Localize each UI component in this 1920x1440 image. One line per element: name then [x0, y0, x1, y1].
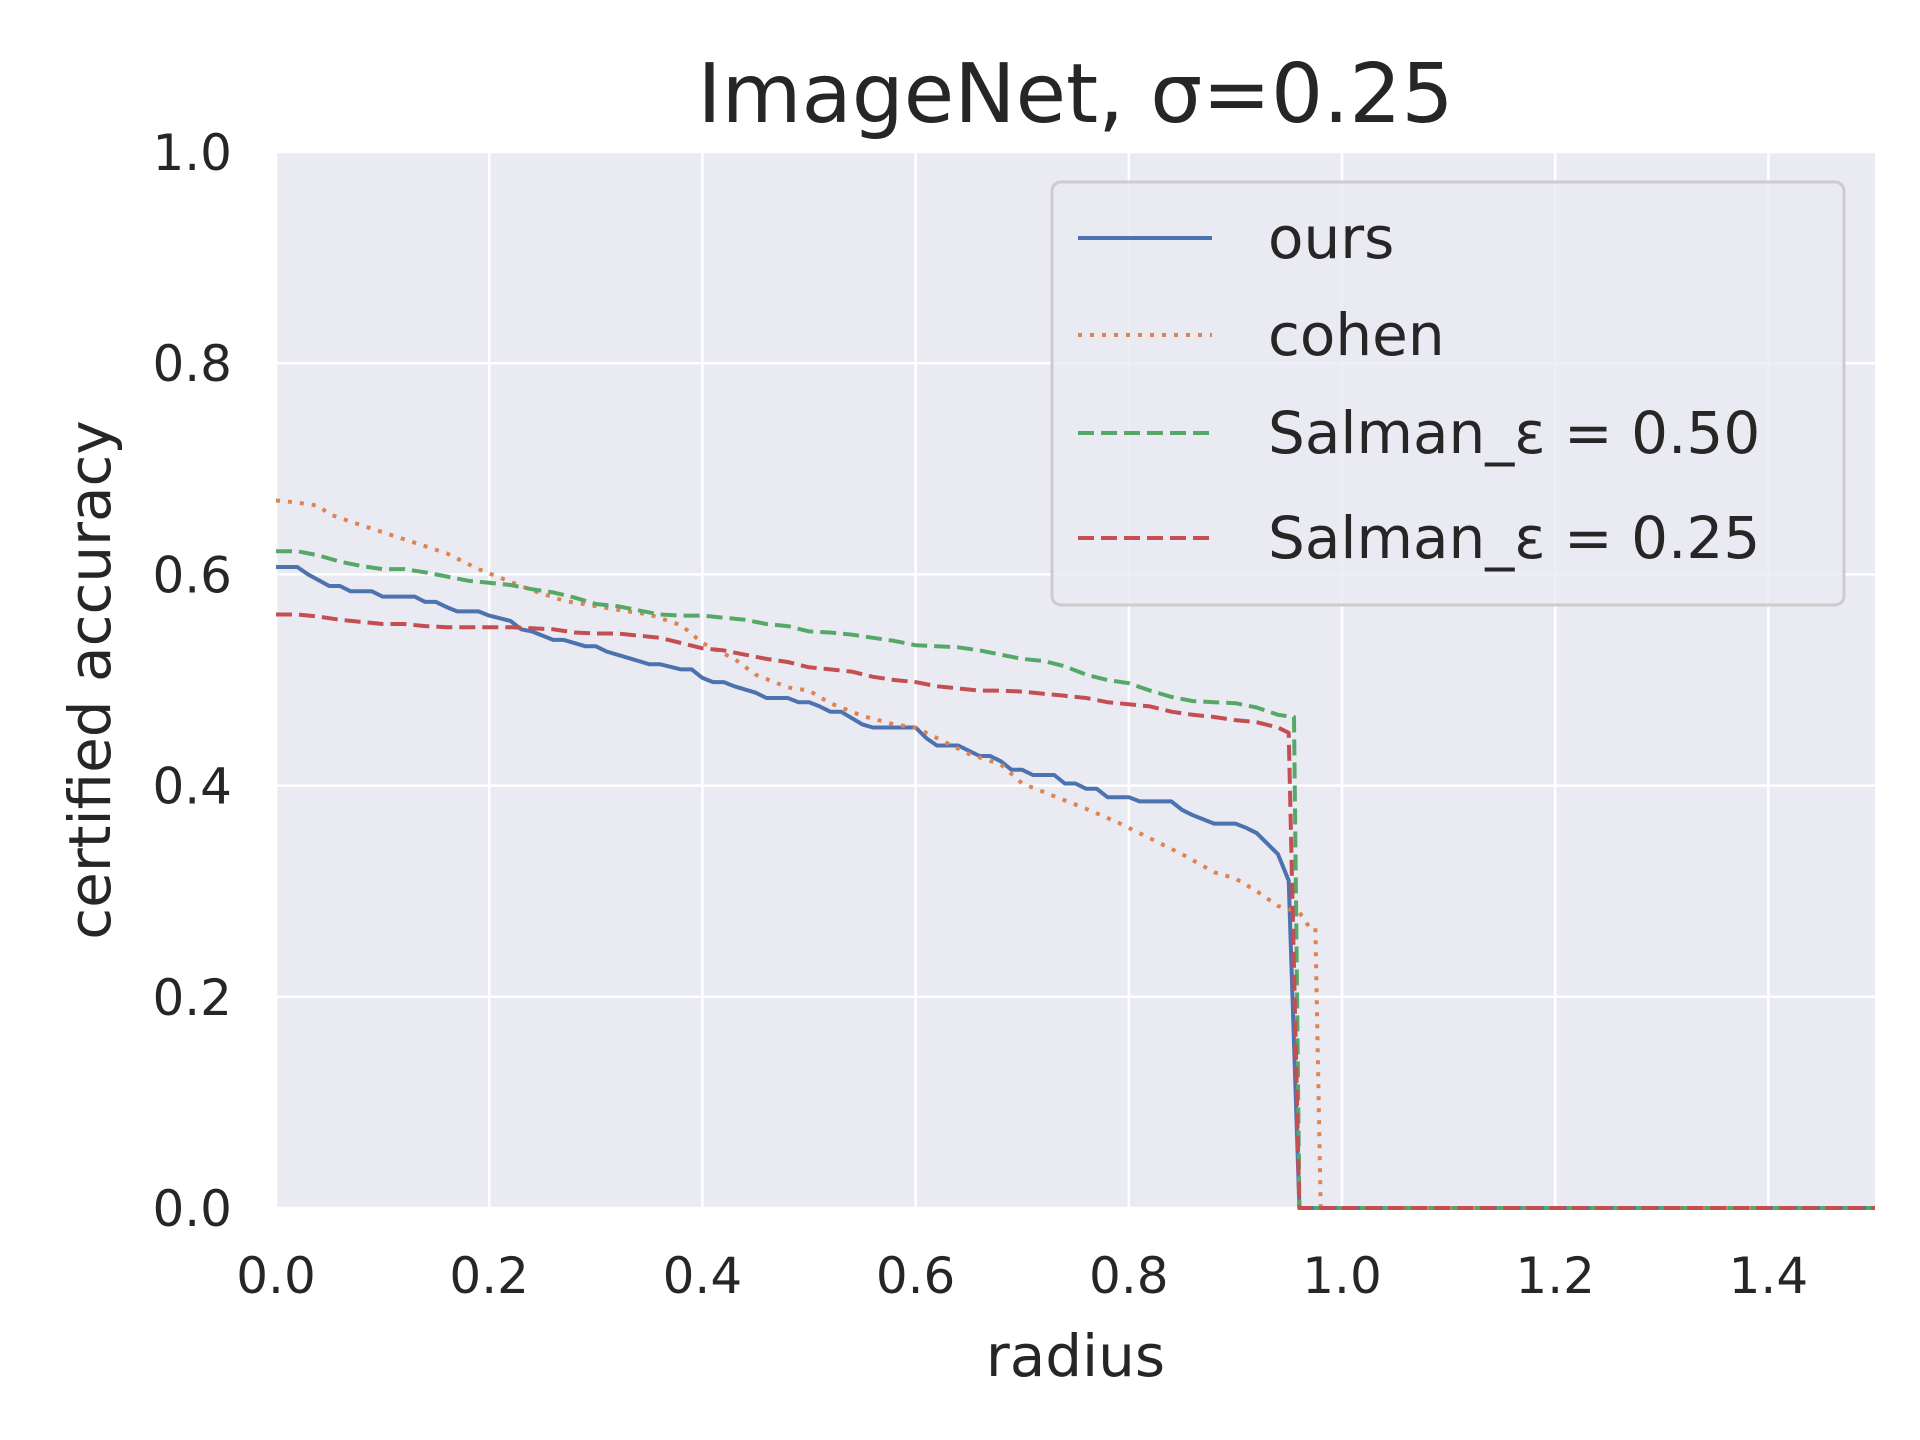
series-line-4 [276, 612, 1875, 1210]
x-tick-label: 0.8 [1089, 1247, 1169, 1305]
legend-label-2: cohen [1268, 301, 1445, 369]
legend: ours cohen Salman_ε = 0.50 Salman_ε = 0.25 [1050, 180, 1846, 607]
y-tick-label: 0.6 [152, 546, 232, 604]
x-tick-label: 1.2 [1515, 1247, 1595, 1305]
x-tick-label: 1.4 [1729, 1247, 1809, 1305]
x-tick-label: 0.6 [876, 1247, 956, 1305]
y-tick-label: 0.2 [152, 969, 232, 1027]
legend-box [1050, 180, 1846, 607]
legend-label-4: Salman_ε = 0.25 [1268, 504, 1760, 572]
x-axis-label: radius [986, 1322, 1165, 1390]
y-tick-label: 0.4 [152, 758, 232, 816]
y-axis-label: certified accuracy [56, 420, 124, 939]
legend-label-3: Salman_ε = 0.50 [1268, 399, 1760, 467]
series-lines [275, 498, 1875, 1210]
y-tick-label: 0.8 [152, 335, 232, 393]
tick-labels: 0.0 0.2 0.4 0.6 0.8 1.0 1.2 1.4 0.0 0.2 0.4 0.6 0.8 1… [152, 124, 1808, 1305]
x-tick-label: 0.4 [663, 1247, 743, 1305]
x-tick-label: 0.0 [236, 1247, 316, 1305]
x-tick-label: 1.0 [1302, 1247, 1382, 1305]
y-tick-label: 0.0 [152, 1180, 232, 1238]
legend-label-1: ours [1268, 204, 1394, 272]
series-line-2 [275, 498, 1875, 1210]
series-line-3 [276, 549, 1875, 1210]
y-tick-label: 1.0 [152, 124, 232, 182]
chart-title: ImageNet, σ=0.25 [697, 47, 1453, 142]
series-line-1 [276, 565, 1875, 1210]
x-tick-label: 0.2 [449, 1247, 529, 1305]
